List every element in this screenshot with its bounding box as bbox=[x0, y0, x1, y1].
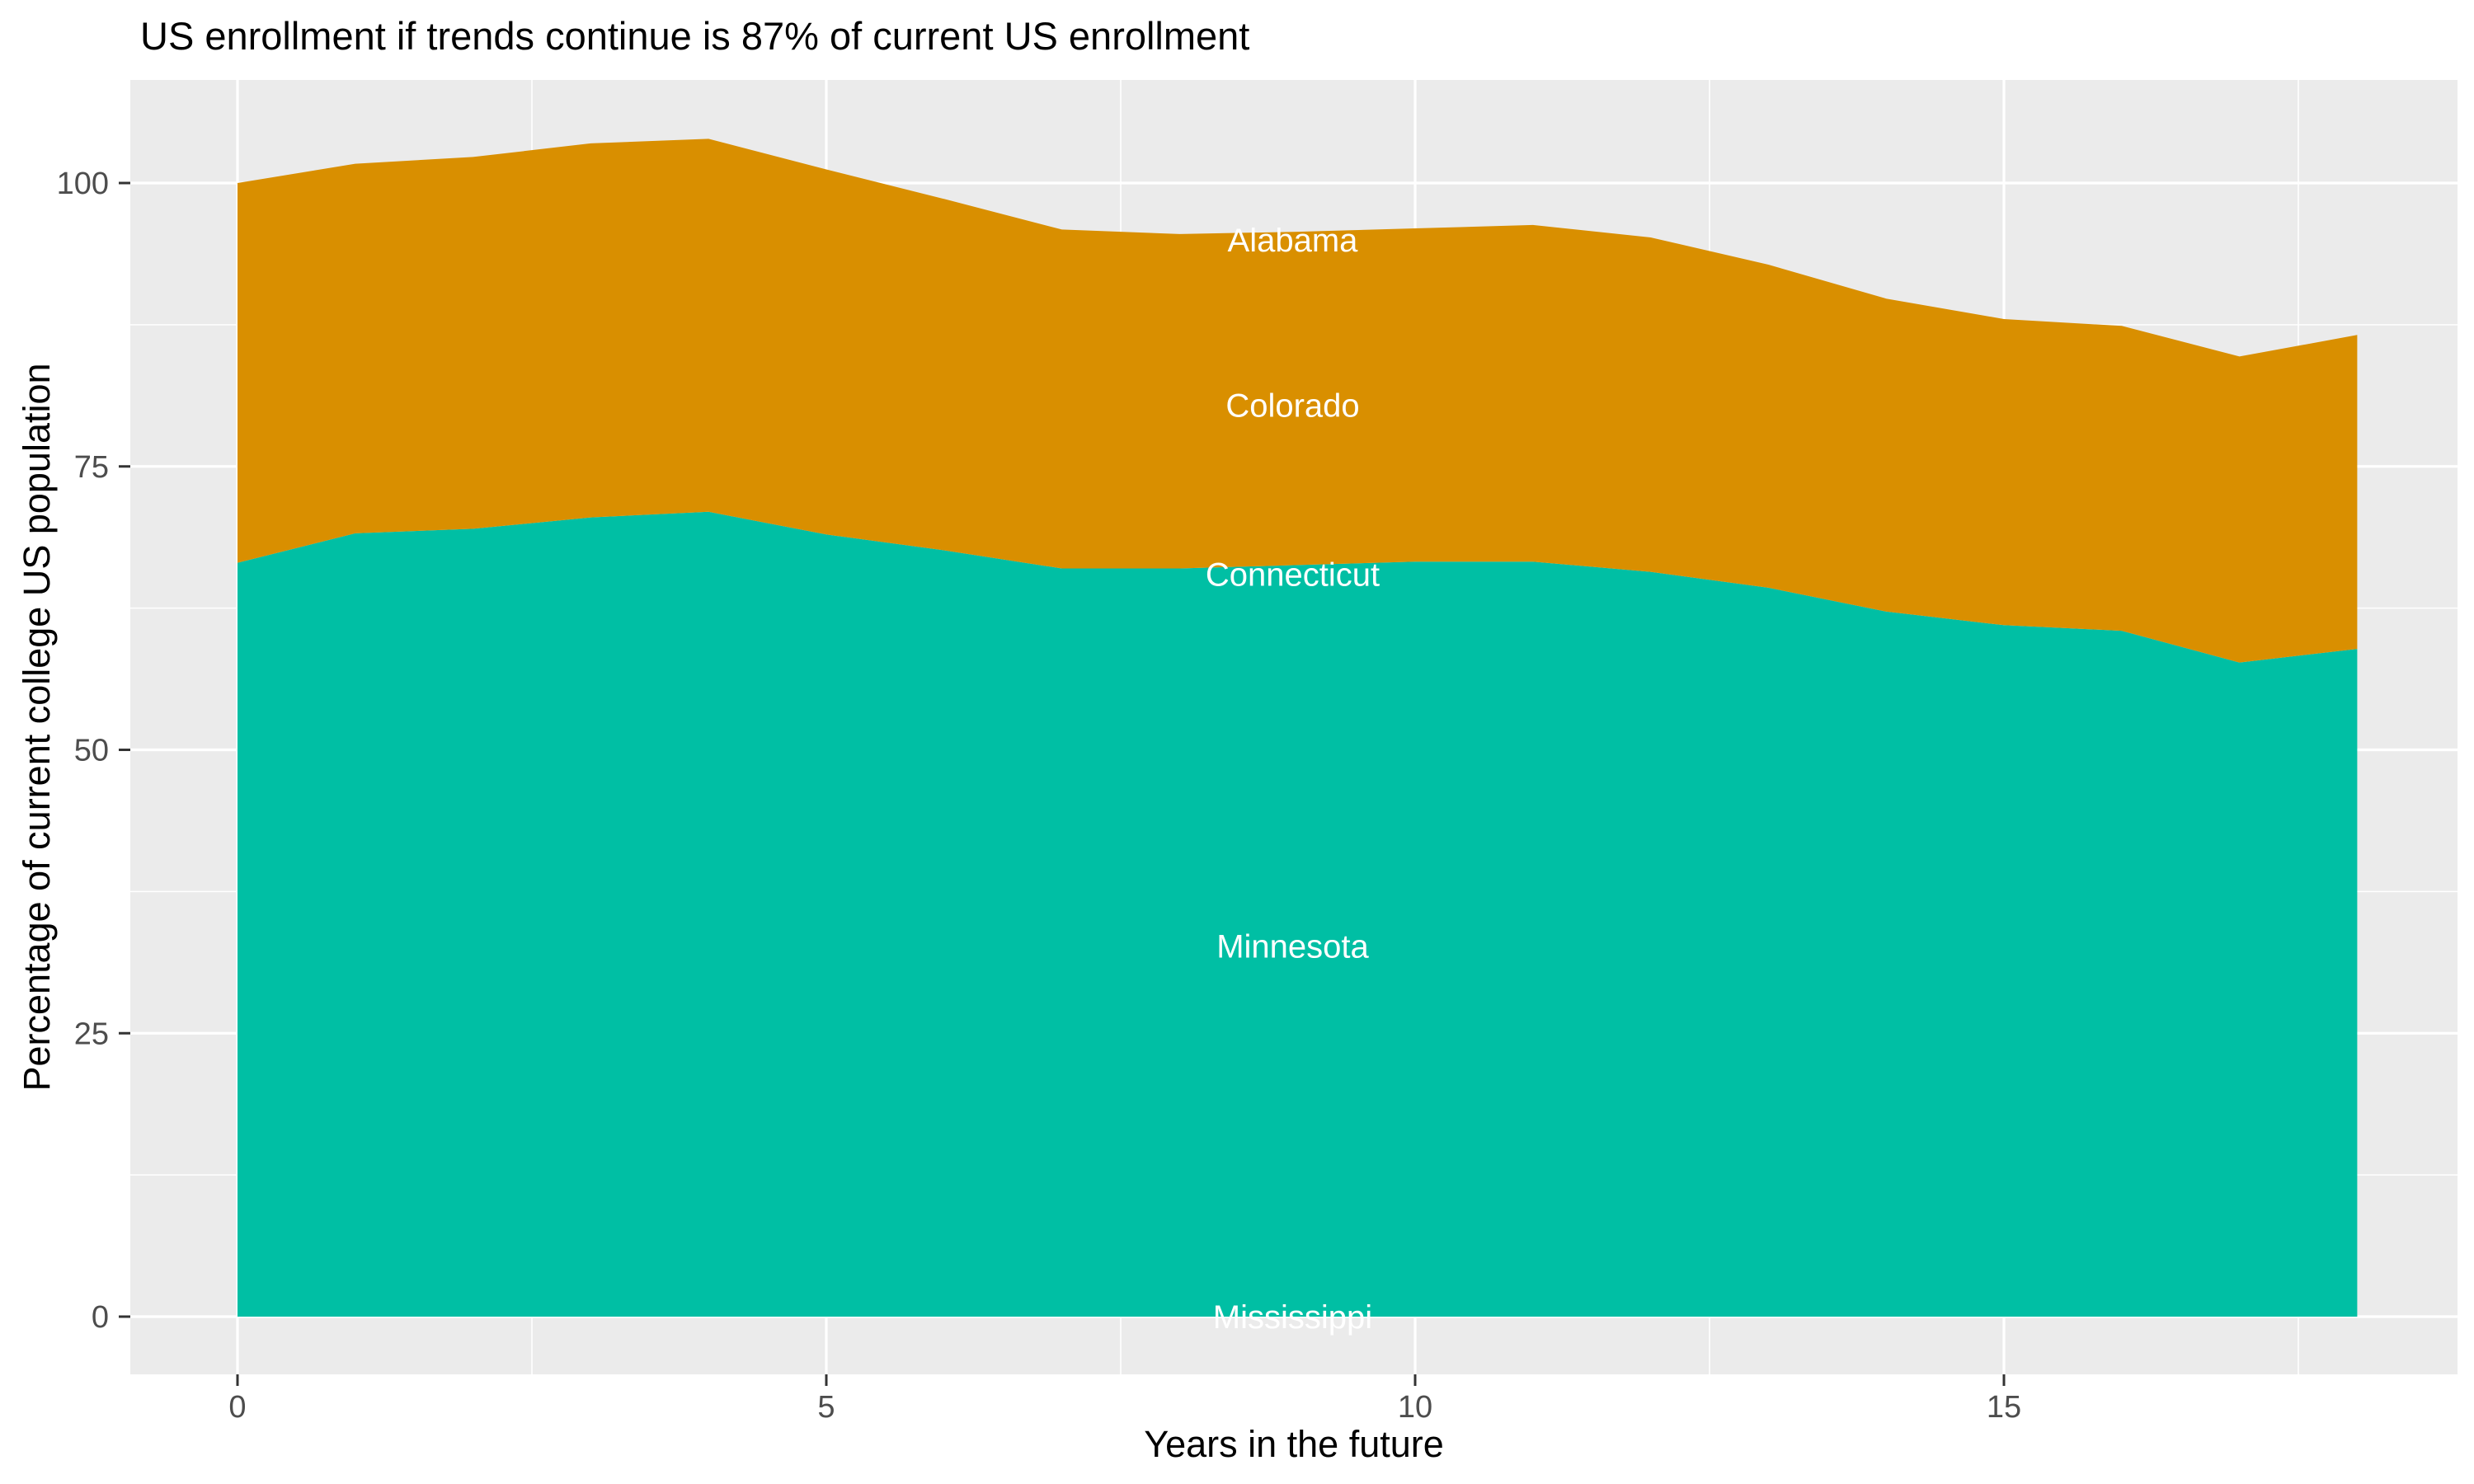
band-label-colorado: Colorado bbox=[1225, 388, 1359, 425]
band-label-alabama: Alabama bbox=[1228, 223, 1359, 259]
x-tick-label: 15 bbox=[1987, 1390, 2021, 1425]
area-colorado bbox=[238, 139, 2358, 663]
x-tick-label: 10 bbox=[1398, 1390, 1432, 1425]
band-label-connecticut: Connecticut bbox=[1206, 556, 1380, 593]
area-minnesota bbox=[238, 511, 2358, 1317]
band-label-mississippi: Mississippi bbox=[1213, 1299, 1372, 1336]
y-axis-title: Percentage of current college US populat… bbox=[16, 363, 58, 1092]
x-axis-title: Years in the future bbox=[1144, 1423, 1444, 1465]
y-tick-label: 100 bbox=[57, 167, 109, 201]
chart-title: US enrollment if trends continue is 87% … bbox=[140, 14, 1250, 58]
x-tick-label: 0 bbox=[228, 1390, 246, 1425]
y-tick-label: 75 bbox=[74, 450, 109, 485]
y-tick-label: 25 bbox=[74, 1017, 109, 1051]
y-tick-label: 0 bbox=[92, 1300, 109, 1335]
y-tick-label: 50 bbox=[74, 734, 109, 768]
x-tick-label: 5 bbox=[817, 1390, 835, 1425]
band-label-minnesota: Minnesota bbox=[1216, 928, 1369, 965]
